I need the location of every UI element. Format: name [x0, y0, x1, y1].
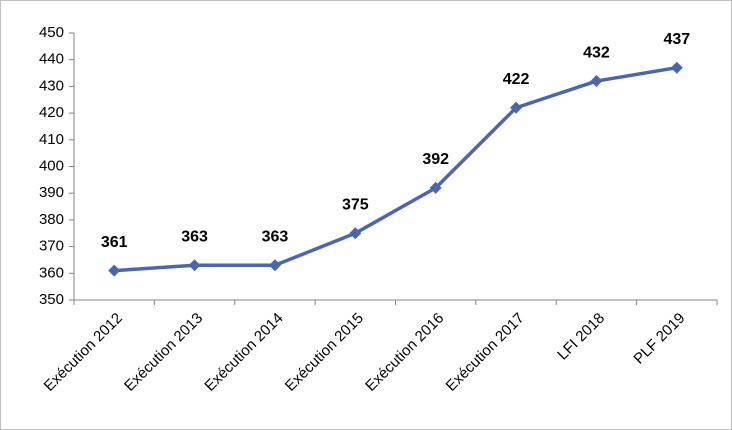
- y-tick-label: 410: [39, 131, 64, 148]
- y-tick-label: 420: [39, 104, 64, 121]
- data-label: 375: [342, 196, 369, 213]
- y-tick-label: 390: [39, 184, 64, 201]
- data-label: 432: [583, 44, 610, 61]
- marker: [670, 61, 683, 74]
- y-tick-label: 370: [39, 238, 64, 255]
- marker: [510, 101, 523, 114]
- data-label: 437: [663, 31, 690, 48]
- y-tick-label: 360: [39, 264, 64, 281]
- y-tick-label: 350: [39, 291, 64, 308]
- data-label: 422: [503, 71, 530, 88]
- y-tick-label: 430: [39, 77, 64, 94]
- marker: [268, 259, 281, 272]
- y-tick-label: 380: [39, 211, 64, 228]
- line: [114, 65, 678, 273]
- y-tick-label: 440: [39, 51, 64, 68]
- marker: [429, 181, 442, 194]
- data-label: 363: [181, 229, 208, 246]
- data-label: 361: [101, 234, 128, 251]
- marker: [349, 227, 362, 240]
- data-label: 363: [262, 229, 289, 246]
- y-tick-label: 400: [39, 157, 64, 174]
- marker: [188, 259, 201, 272]
- marker: [590, 75, 603, 88]
- marker: [108, 264, 121, 277]
- data-label: 392: [422, 151, 449, 168]
- y-tick-label: 450: [39, 24, 64, 41]
